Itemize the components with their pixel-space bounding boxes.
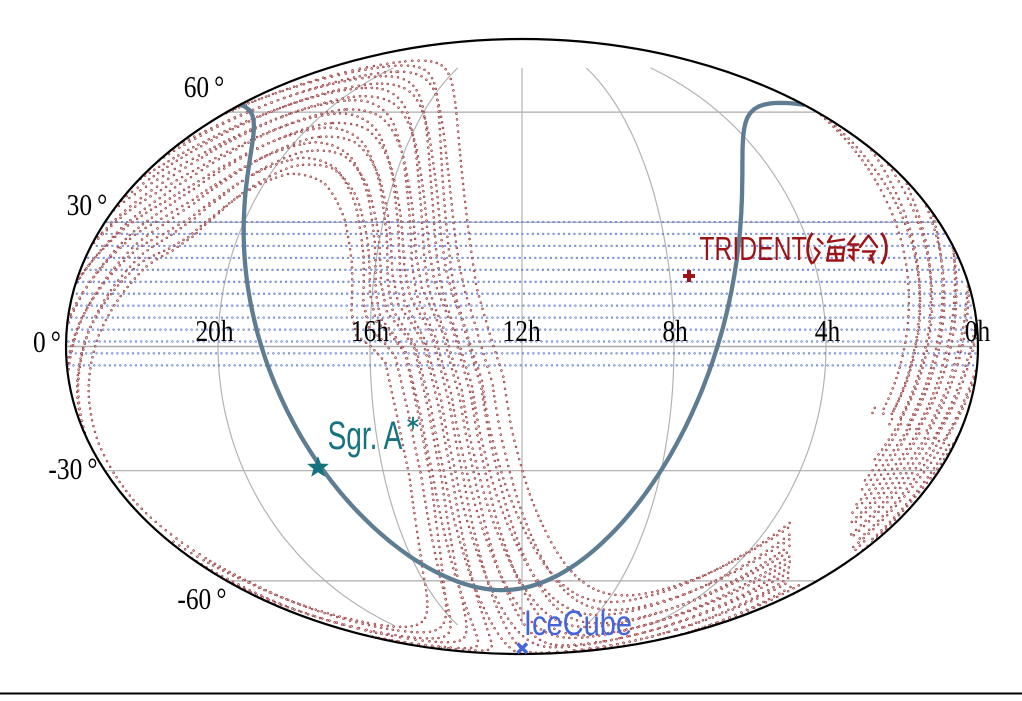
- svg-text:0 °: 0 °: [33, 326, 61, 360]
- svg-text:8h: 8h: [662, 315, 687, 349]
- svg-text:30 °: 30 °: [67, 189, 108, 223]
- svg-text:60 °: 60 °: [184, 71, 225, 105]
- svg-text:0h: 0h: [965, 315, 990, 349]
- svg-text:Sgr. A: Sgr. A: [328, 414, 403, 458]
- svg-text:20h: 20h: [195, 315, 233, 349]
- svg-text:12h: 12h: [503, 315, 541, 349]
- svg-text:-60 °: -60 °: [177, 583, 226, 617]
- svg-text:4h: 4h: [815, 315, 840, 349]
- svg-text:-30 °: -30 °: [48, 453, 97, 487]
- svg-text:TRIDENT: TRIDENT: [699, 232, 806, 268]
- svg-text:IceCube: IceCube: [524, 603, 632, 642]
- svg-text:16h: 16h: [351, 315, 389, 349]
